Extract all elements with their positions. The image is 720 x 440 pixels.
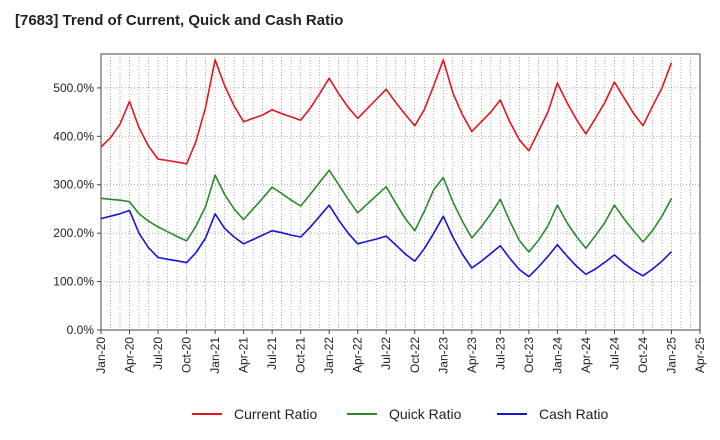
x-tick-label: Jul-24	[607, 337, 621, 370]
gridlines	[101, 54, 700, 330]
legend-item-cash-ratio[interactable]: Cash Ratio	[497, 406, 608, 422]
x-tick-label: Jan-21	[208, 337, 222, 374]
x-tick-label: Jan-22	[322, 337, 336, 374]
y-tick-label: 300.0%	[53, 178, 94, 192]
y-tick-label: 100.0%	[53, 275, 94, 289]
x-tick-label: Oct-22	[408, 337, 422, 373]
y-tick-label: 200.0%	[53, 226, 94, 240]
y-tick-label: 400.0%	[53, 129, 94, 143]
x-tick-label: Jan-20	[94, 337, 108, 374]
legend-label: Cash Ratio	[539, 406, 608, 422]
plot-area	[100, 53, 701, 331]
y-tick-label: 0.0%	[67, 323, 95, 337]
legend-label: Current Ratio	[234, 406, 317, 422]
x-tick-label: Jan-25	[664, 337, 678, 374]
y-axis-ticks: 0.0% 100.0% 200.0% 300.0% 400.0% 500.0%	[53, 81, 101, 337]
legend-item-quick-ratio[interactable]: Quick Ratio	[347, 406, 462, 422]
x-tick-label: Apr-25	[693, 337, 707, 373]
x-tick-label: Apr-20	[123, 337, 137, 373]
legend[interactable]: Current Ratio Quick Ratio Cash Ratio	[192, 406, 608, 422]
x-tick-label: Jul-23	[493, 337, 507, 370]
x-tick-label: Oct-23	[522, 337, 536, 373]
x-tick-label: Apr-22	[351, 337, 365, 373]
x-tick-label: Jul-22	[379, 337, 393, 370]
x-tick-label: Oct-21	[294, 337, 308, 373]
x-tick-label: Jul-20	[151, 337, 165, 370]
legend-label: Quick Ratio	[389, 406, 462, 422]
x-axis-ticks: Jan-20 Apr-20 Jul-20 Oct-20 Jan-21 Apr-21 Jul-…	[94, 330, 707, 374]
x-tick-label: Oct-24	[636, 337, 650, 373]
chart-title: [7683] Trend of Current, Quick and Cash …	[15, 12, 344, 29]
current-ratio-line	[100, 58, 673, 165]
y-tick-label: 500.0%	[53, 81, 94, 95]
x-tick-label: Jan-24	[550, 337, 564, 374]
x-tick-label: Apr-24	[579, 337, 593, 373]
x-tick-label: Jul-21	[265, 337, 279, 370]
x-tick-label: Oct-20	[180, 337, 194, 373]
series-lines	[100, 58, 673, 278]
x-tick-label: Apr-21	[237, 337, 251, 373]
x-tick-label: Apr-23	[465, 337, 479, 373]
cash-ratio-line	[100, 204, 673, 278]
x-tick-label: Jan-23	[436, 337, 450, 374]
quick-ratio-line	[100, 169, 673, 253]
legend-item-current-ratio[interactable]: Current Ratio	[192, 406, 317, 422]
